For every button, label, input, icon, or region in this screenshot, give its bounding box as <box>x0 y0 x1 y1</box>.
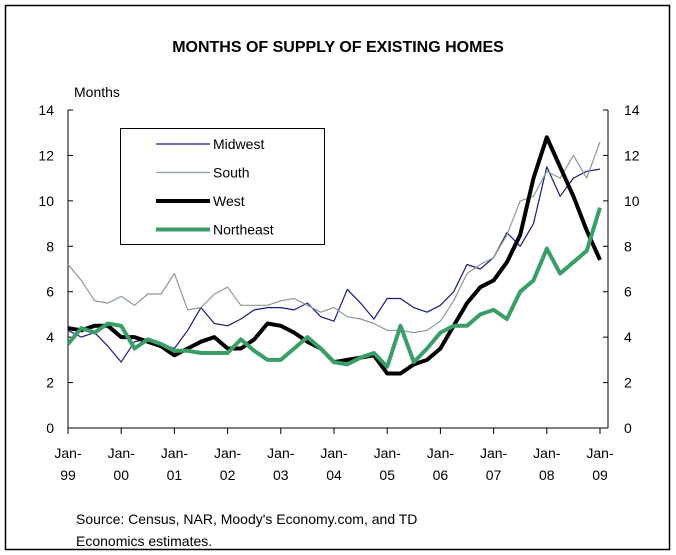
legend-label: South <box>213 165 250 181</box>
x-tick-label: Jan-08 <box>533 445 561 483</box>
source: Economics estimates. <box>76 533 212 549</box>
y2-tick-label: 4 <box>624 329 632 345</box>
y2-tick-label: 14 <box>624 102 640 118</box>
y2-tick-label: 6 <box>624 284 632 300</box>
y2-tick-label: 2 <box>624 375 632 391</box>
line <box>67 141 601 334</box>
y2-tick-label: 0 <box>624 420 632 436</box>
y-tick-label: 6 <box>46 284 54 300</box>
y2-tick-label: 12 <box>624 147 640 163</box>
y-tick-label: 10 <box>38 193 54 209</box>
y-tick-label: 8 <box>46 238 54 254</box>
legend-label: Northeast <box>213 222 274 238</box>
y-tick-label: 14 <box>38 102 54 118</box>
y-tick-label: 4 <box>46 329 54 345</box>
frame <box>4 4 671 551</box>
legend-label: Midwest <box>213 136 264 152</box>
source: Source: Census, NAR, Moody's Economy.com… <box>76 511 417 527</box>
x-tick-label: Jan-04 <box>320 445 348 483</box>
x-tick-label: Jan-09 <box>586 445 614 483</box>
y2-tick-label: 10 <box>624 193 640 209</box>
x-tick-label: Jan-05 <box>374 445 402 483</box>
x-tick-label: Jan-02 <box>214 445 242 483</box>
y-tick-label: 2 <box>46 375 54 391</box>
y2-tick-label: 8 <box>624 238 632 254</box>
x-tick-label: Jan-07 <box>480 445 508 483</box>
line <box>66 207 602 369</box>
x-tick-label: Jan-01 <box>161 445 189 483</box>
chart-title: MONTHS OF SUPPLY OF EXISTING HOMES <box>172 39 504 56</box>
x-tick-label: Jan-03 <box>267 445 295 483</box>
x-tick-label: Jan-00 <box>108 445 136 483</box>
legend-label: West <box>213 193 245 209</box>
y-tick-label: 12 <box>38 147 54 163</box>
y-axis-label: Months <box>74 84 120 100</box>
y-tick-label: 0 <box>46 420 54 436</box>
x-tick-label: Jan-99 <box>54 445 82 483</box>
x-tick-label: Jan-06 <box>427 445 455 483</box>
legend-box <box>120 128 325 245</box>
